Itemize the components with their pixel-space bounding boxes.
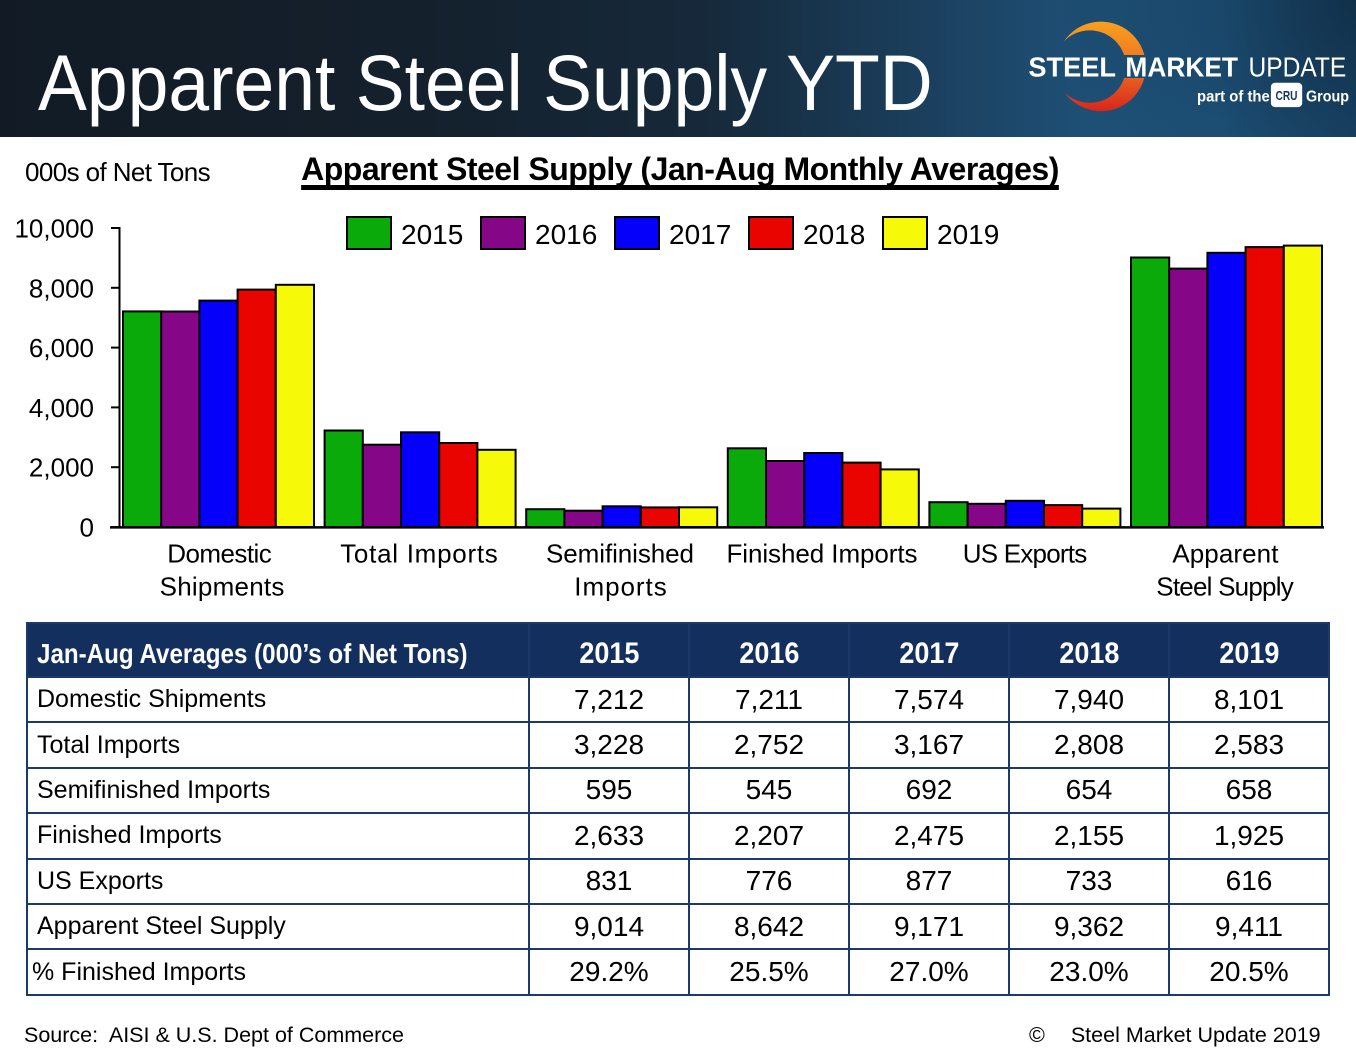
svg-text:US Exports: US Exports bbox=[963, 539, 1088, 569]
svg-text:2,000: 2,000 bbox=[29, 453, 94, 483]
svg-text:Semifinished: Semifinished bbox=[546, 539, 694, 569]
svg-text:Domestic: Domestic bbox=[167, 539, 271, 569]
svg-text:4,000: 4,000 bbox=[29, 393, 94, 423]
svg-text:6,000: 6,000 bbox=[29, 333, 94, 363]
svg-text:0: 0 bbox=[80, 513, 94, 543]
svg-text:STEEL: STEEL bbox=[1028, 52, 1116, 83]
svg-text:Apparent: Apparent bbox=[1172, 539, 1279, 569]
svg-text:CRU: CRU bbox=[1276, 88, 1298, 103]
svg-text:Total Imports: Total Imports bbox=[340, 539, 498, 569]
svg-text:part of the: part of the bbox=[1197, 89, 1270, 106]
svg-text:8,000: 8,000 bbox=[29, 273, 94, 303]
svg-text:Group: Group bbox=[1306, 89, 1349, 106]
svg-text:Shipments: Shipments bbox=[160, 572, 285, 602]
svg-text:MARKET: MARKET bbox=[1125, 52, 1238, 83]
svg-text:Steel Supply: Steel Supply bbox=[1156, 572, 1294, 602]
svg-text:Imports: Imports bbox=[574, 572, 666, 602]
svg-text:UPDATE: UPDATE bbox=[1249, 52, 1347, 83]
svg-text:Finished Imports: Finished Imports bbox=[726, 539, 917, 569]
svg-text:10,000: 10,000 bbox=[14, 214, 94, 244]
